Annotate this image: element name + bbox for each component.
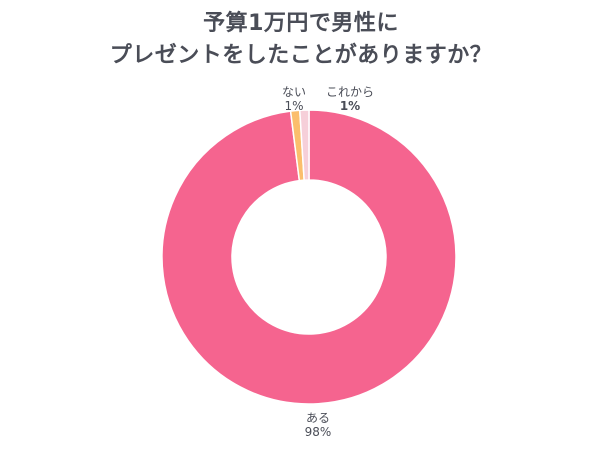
chart-title-line-2: プレゼントをしたことがありますか？ (109, 43, 493, 68)
slice-label-aru-name: ある (305, 411, 330, 425)
donut-slice-korekara (298, 109, 310, 181)
donut-slices (161, 109, 457, 405)
slice-label-aru-percent: 98% (304, 425, 332, 439)
slice-label-nai-percent: 1% (284, 99, 304, 113)
donut-slice-aru (161, 109, 457, 405)
slice-label-korekara-percent: 1% (339, 99, 361, 113)
slice-label-nai: ない 1% (277, 85, 311, 113)
chart-title: 予算1万円で男性に プレゼントをしたことがありますか？ (0, 8, 602, 72)
slice-label-korekara: これから 1% (320, 85, 380, 113)
slice-label-aru: ある 98% (296, 411, 340, 439)
chart-title-line-1: 予算1万円で男性に (203, 11, 399, 36)
slice-label-korekara-name: これから (325, 85, 374, 99)
slice-label-nai-name: ない (281, 85, 306, 99)
